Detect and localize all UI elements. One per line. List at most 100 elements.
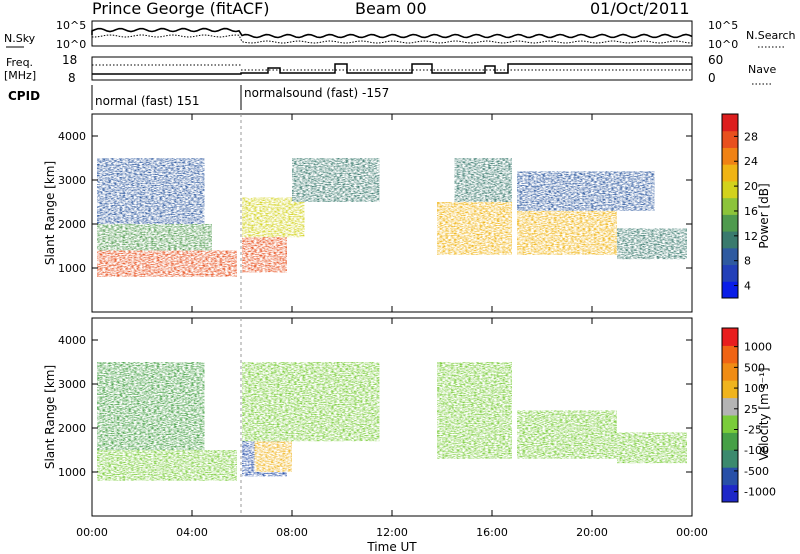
colorbar-segment — [722, 281, 738, 299]
colorbar-tick-label: 25 — [744, 403, 758, 416]
echo-region — [292, 158, 380, 202]
x-tick-label: 16:00 — [476, 526, 508, 539]
cpid-mode-2: normalsound (fast) -157 — [244, 86, 389, 100]
freq-tick-low: 8 — [68, 71, 76, 85]
y-tick-label: 1000 — [58, 466, 86, 479]
echo-region — [242, 197, 305, 238]
colorbar-tick-label: 24 — [744, 155, 758, 168]
velocity-y-axis: 1000 2000 3000 4000 — [58, 334, 692, 479]
x-tick-label: 00:00 — [76, 526, 108, 539]
colorbar-tick-label: 100 — [744, 382, 765, 395]
echo-region — [437, 202, 512, 255]
colorbar-segment — [722, 164, 738, 182]
colorbar-segment — [722, 214, 738, 232]
power-echo-layer — [97, 158, 687, 277]
colorbar-segment — [722, 415, 738, 433]
echo-region — [517, 410, 617, 459]
freq-label: Freq. — [6, 56, 33, 69]
y-tick-label: 4000 — [58, 334, 86, 347]
colorbar-frame — [721, 113, 739, 299]
velocity-echo-layer — [97, 362, 687, 481]
colorbar-segment — [722, 328, 738, 346]
echo-region — [97, 224, 212, 251]
colorbar-segment — [722, 432, 738, 451]
colorbar-tick-label: -25 — [744, 424, 762, 437]
x-tick-label: 12:00 — [376, 526, 408, 539]
colorbar-tick-label: -100 — [744, 444, 769, 457]
colorbar-segment — [722, 231, 738, 249]
x-tick-label: 04:00 — [176, 526, 208, 539]
date-title: 01/Oct/2011 — [590, 0, 690, 18]
colorbar-tick-label: 12 — [744, 230, 758, 243]
freq-traces — [92, 63, 692, 75]
nave-label: Nave — [748, 63, 776, 76]
y-tick-label: 2000 — [58, 218, 86, 231]
velocity-colorbar: 1000 500 100 25 -25 -100 -500 -1000 — [721, 327, 776, 503]
colorbar-segment — [722, 345, 738, 364]
colorbar-tick-label: 1000 — [744, 341, 772, 354]
echo-region — [517, 171, 655, 211]
echo-region — [97, 158, 205, 224]
echo-region — [617, 228, 687, 260]
colorbar-segment — [722, 362, 738, 381]
nsky-tick-low: 10^0 — [56, 38, 86, 51]
echo-region — [454, 158, 512, 202]
colorbar-segment — [722, 197, 738, 215]
colorbar-segment — [722, 247, 738, 266]
colorbar-segment — [722, 449, 738, 468]
nsearch-tick-high: 10^5 — [708, 19, 738, 32]
colorbar-segment — [722, 484, 738, 503]
noise-traces — [91, 27, 693, 44]
nsky-tick-high: 10^5 — [56, 19, 86, 32]
nsearch-trace — [91, 34, 693, 44]
nsearch-label: N.Search — [746, 29, 796, 42]
colorbar-tick-label: -1000 — [744, 486, 776, 499]
echo-region — [242, 232, 287, 273]
colorbar-tick-label: 500 — [744, 361, 765, 374]
colorbar-frame — [721, 327, 739, 503]
nsearch-tick-low: 10^0 — [708, 38, 738, 51]
colorbar-segment — [722, 130, 738, 148]
x-tick-label: 08:00 — [276, 526, 308, 539]
colorbar-tick-label: 16 — [744, 205, 758, 218]
echo-region — [437, 362, 512, 459]
colorbar-segment — [722, 147, 738, 165]
colorbar-tick-label: -500 — [744, 465, 769, 478]
echo-region — [97, 250, 237, 277]
echo-region — [517, 210, 617, 255]
power-colorbar-label: Power [dB] — [757, 183, 771, 248]
echo-region — [254, 441, 292, 472]
nave-tick-high: 60 — [708, 53, 723, 67]
y-tick-label: 3000 — [58, 174, 86, 187]
echo-region — [242, 362, 380, 442]
echo-region — [97, 450, 237, 481]
echo-region — [617, 432, 687, 464]
colorbar-tick-label: 28 — [744, 130, 758, 143]
colorbar-tick-label: 8 — [744, 255, 751, 268]
station-title: Prince George (fitACF) — [92, 0, 270, 18]
colorbar-segment — [722, 264, 738, 282]
nsky-label: N.Sky — [4, 32, 36, 45]
power-y-axis: 1000 2000 3000 4000 — [58, 130, 692, 275]
colorbar-segment — [722, 467, 738, 486]
power-colorbar: 28 24 20 16 12 8 4 — [721, 113, 758, 299]
x-tick-label: 00:00 — [676, 526, 708, 539]
power-ylabel: Slant Range [km] — [43, 161, 57, 265]
y-tick-label: 1000 — [58, 262, 86, 275]
cpid-label: CPID — [8, 89, 40, 103]
y-tick-label: 4000 — [58, 130, 86, 143]
colorbar-tick-label: 20 — [744, 180, 758, 193]
freq-tick-high: 18 — [62, 53, 77, 67]
nave-tick-low: 0 — [708, 71, 716, 85]
freq-panel — [91, 56, 693, 81]
y-tick-label: 3000 — [58, 378, 86, 391]
echo-region — [97, 362, 205, 450]
time-x-axis: 00:00 04:00 08:00 12:00 16:00 20:00 00:00 — [76, 114, 708, 539]
x-tick-label: 20:00 — [576, 526, 608, 539]
cpid-mode-1: normal (fast) 151 — [95, 94, 199, 108]
colorbar-segment — [722, 114, 738, 132]
colorbar-segment — [722, 397, 738, 416]
x-axis-label: Time UT — [366, 540, 417, 554]
freq-unit-label: [MHz] — [4, 69, 36, 82]
